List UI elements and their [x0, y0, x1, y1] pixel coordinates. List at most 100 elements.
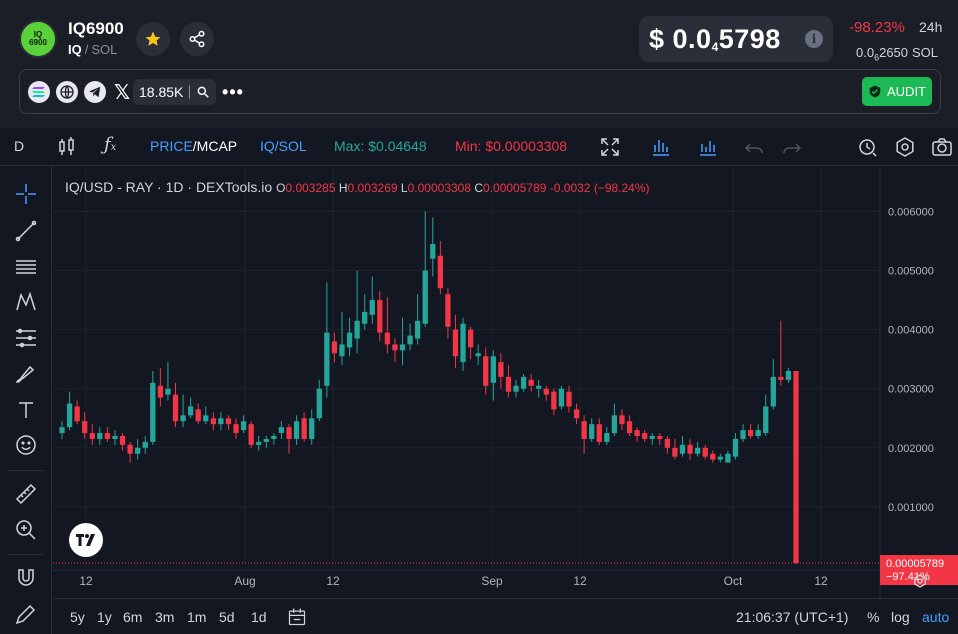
candle-body	[785, 371, 792, 380]
drawing-tools-panel	[0, 166, 52, 634]
y-tick-label: 0.005000	[888, 266, 934, 278]
ruler-icon[interactable]	[14, 482, 38, 506]
candle-body	[483, 356, 489, 386]
range-button-3m[interactable]: 3m	[155, 609, 175, 625]
candle-body	[187, 406, 194, 416]
tradingview-logo[interactable]	[69, 523, 103, 557]
axis-settings-icon[interactable]	[914, 574, 926, 588]
mcap-toggle-label: /MCAP	[192, 138, 238, 154]
sol-price: 0.062650 SOL	[856, 45, 938, 63]
candle-body	[702, 447, 708, 457]
price-chart[interactable]: 0.006000 0.005000 0.004000 0.003000 0.002000…	[53, 166, 958, 598]
legend-o-key: O	[276, 181, 286, 195]
price-subscript: 4	[711, 39, 719, 54]
camera-icon[interactable]	[931, 136, 953, 158]
price-mcap-toggle[interactable]: PRICE/MCAP	[150, 138, 237, 154]
pencil-lock-icon[interactable]	[14, 602, 38, 626]
candle-body	[210, 418, 216, 425]
bars-icon[interactable]	[697, 136, 719, 158]
x-tick-label: Sep	[481, 574, 503, 588]
candle-body	[604, 433, 610, 442]
chart-bottom-bar: 5y 1y 6m 3m 1m 5d 1d 21:06:37 (UTC+1) % log au…	[53, 598, 958, 634]
range-button-1y[interactable]: 1y	[97, 609, 112, 625]
chart-time: 21:06:37 (UTC+1)	[736, 609, 849, 625]
crosshair-icon[interactable]	[14, 182, 38, 206]
candle-body	[513, 385, 519, 392]
change-period: 24h	[919, 19, 943, 35]
candle-body	[634, 430, 640, 436]
range-button-6m[interactable]: 6m	[123, 609, 143, 625]
horizontal-lines-icon[interactable]	[14, 255, 38, 279]
candle-body	[203, 415, 209, 422]
range-button-1m[interactable]: 1m	[187, 609, 207, 625]
candle-body	[407, 335, 413, 345]
price-toggle-label: PRICE	[150, 138, 193, 154]
candle-body	[793, 371, 799, 564]
range-button-5d[interactable]: 5d	[219, 609, 235, 625]
alert-clock-icon[interactable]	[856, 136, 878, 158]
chart-widget: D ƒx PRICE/MCAP IQ/SOL Max: $0.04648 Min…	[0, 128, 958, 634]
candle-body	[687, 444, 693, 454]
ohlc-legend: IQ/USD - RAY · 1D · DEXTools.io O0.00328…	[65, 179, 650, 195]
pair-separator: /	[84, 42, 89, 57]
date-range-icon[interactable]	[287, 607, 307, 627]
favorite-button[interactable]	[136, 22, 170, 56]
undo-icon[interactable]	[743, 136, 765, 158]
globe-icon[interactable]	[56, 81, 78, 103]
candle-body	[740, 430, 746, 439]
settings-icon[interactable]	[894, 136, 916, 158]
candle-body	[755, 430, 761, 436]
info-icon[interactable]: i	[805, 30, 823, 48]
candle-body	[649, 436, 655, 439]
candle-body	[717, 456, 723, 460]
y-tick-label: 0.006000	[888, 206, 934, 218]
candle-body	[240, 421, 247, 431]
candle-body	[112, 436, 118, 439]
pair-toggle[interactable]: IQ/SOL	[260, 138, 307, 154]
more-icon[interactable]: •••	[222, 81, 244, 102]
audit-button[interactable]: AUDIT	[862, 77, 932, 106]
fullscreen-icon[interactable]	[599, 136, 621, 158]
x-icon[interactable]: 𝕏	[113, 81, 131, 104]
text-icon[interactable]	[14, 398, 38, 422]
chart-style-icon[interactable]	[650, 136, 672, 158]
sol-price-subscript: 6	[874, 52, 880, 63]
redo-icon[interactable]	[781, 136, 803, 158]
candle-body	[475, 353, 481, 357]
auto-toggle[interactable]: auto	[922, 609, 950, 625]
legend-change: -0.0032 (−98.24%)	[549, 181, 650, 195]
percent-toggle[interactable]: %	[867, 609, 880, 625]
candle-body	[384, 332, 391, 345]
zoom-icon[interactable]	[14, 518, 38, 542]
magnet-icon[interactable]	[14, 566, 38, 590]
y-tick-label: 0.001000	[888, 502, 934, 514]
candle-body	[445, 294, 451, 327]
telegram-icon[interactable]	[84, 81, 106, 103]
candle-body	[301, 418, 307, 439]
candle-body	[180, 415, 186, 422]
emoji-icon[interactable]	[14, 433, 38, 457]
share-button[interactable]	[180, 22, 214, 56]
fib-icon[interactable]	[14, 326, 38, 350]
range-button-1d[interactable]: 1d	[251, 609, 267, 625]
followers-pill[interactable]: 18.85K	[133, 79, 217, 105]
candle-body	[505, 376, 512, 392]
token-header: IQ 6900 IQ6900 IQ / SOL $ 0.045798 i -98.2…	[0, 0, 958, 128]
indicators-icon[interactable]: ƒx	[104, 134, 117, 155]
log-toggle[interactable]: log	[891, 609, 910, 625]
candle-body	[233, 424, 239, 434]
pattern-icon[interactable]	[14, 290, 38, 314]
candle-body	[589, 424, 595, 439]
x-tick-label: Oct	[724, 574, 743, 588]
trend-line-icon[interactable]	[14, 219, 38, 243]
interval-selector[interactable]: D	[14, 138, 25, 154]
candle-body	[354, 320, 360, 339]
candle-body	[127, 444, 133, 454]
candles-icon[interactable]	[56, 136, 78, 158]
candle-body	[694, 447, 701, 454]
solana-icon[interactable]	[28, 81, 50, 103]
brush-icon[interactable]	[14, 362, 38, 386]
last-price-label: 0.00005789	[886, 558, 944, 570]
range-button-5y[interactable]: 5y	[70, 609, 85, 625]
candle-body	[573, 409, 580, 419]
